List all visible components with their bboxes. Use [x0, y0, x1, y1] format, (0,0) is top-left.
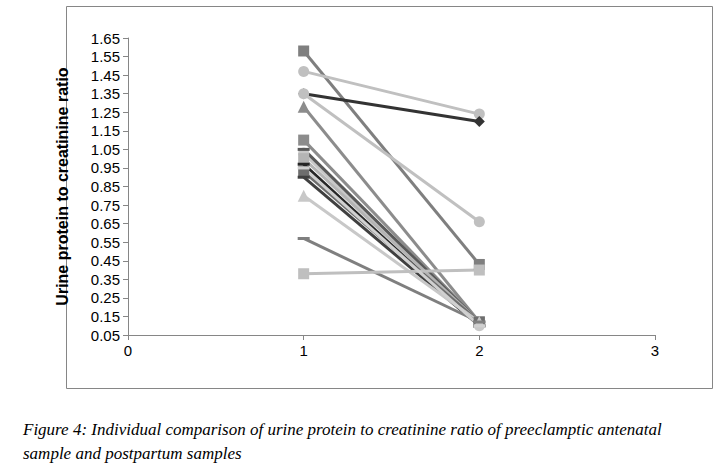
svg-text:0.35: 0.35: [91, 271, 120, 288]
svg-text:1.05: 1.05: [91, 141, 120, 158]
svg-text:Figure 4: Individual compariso: Figure 4: Individual comparison of urine…: [22, 420, 666, 439]
svg-text:0.05: 0.05: [91, 327, 120, 344]
svg-text:1: 1: [299, 342, 307, 359]
svg-text:Urine protein to creatinine ra: Urine protein to creatinine ratio: [54, 67, 71, 305]
svg-text:0.85: 0.85: [91, 178, 120, 195]
svg-text:0.25: 0.25: [91, 289, 120, 306]
svg-text:1.35: 1.35: [91, 85, 120, 102]
svg-text:1.45: 1.45: [91, 67, 120, 84]
svg-text:2: 2: [475, 342, 483, 359]
svg-text:0.95: 0.95: [91, 159, 120, 176]
svg-text:1.55: 1.55: [91, 48, 120, 65]
svg-text:sample and postpartum samples: sample and postpartum samples: [23, 444, 242, 463]
svg-text:1.15: 1.15: [91, 122, 120, 139]
svg-text:0: 0: [124, 342, 132, 359]
svg-text:1.65: 1.65: [91, 30, 120, 47]
svg-text:1.25: 1.25: [91, 104, 120, 121]
svg-text:0.75: 0.75: [91, 197, 120, 214]
svg-text:0.55: 0.55: [91, 234, 120, 251]
svg-text:0.65: 0.65: [91, 215, 120, 232]
svg-text:0.45: 0.45: [91, 252, 120, 269]
svg-text:0.15: 0.15: [91, 308, 120, 325]
svg-text:3: 3: [651, 342, 659, 359]
